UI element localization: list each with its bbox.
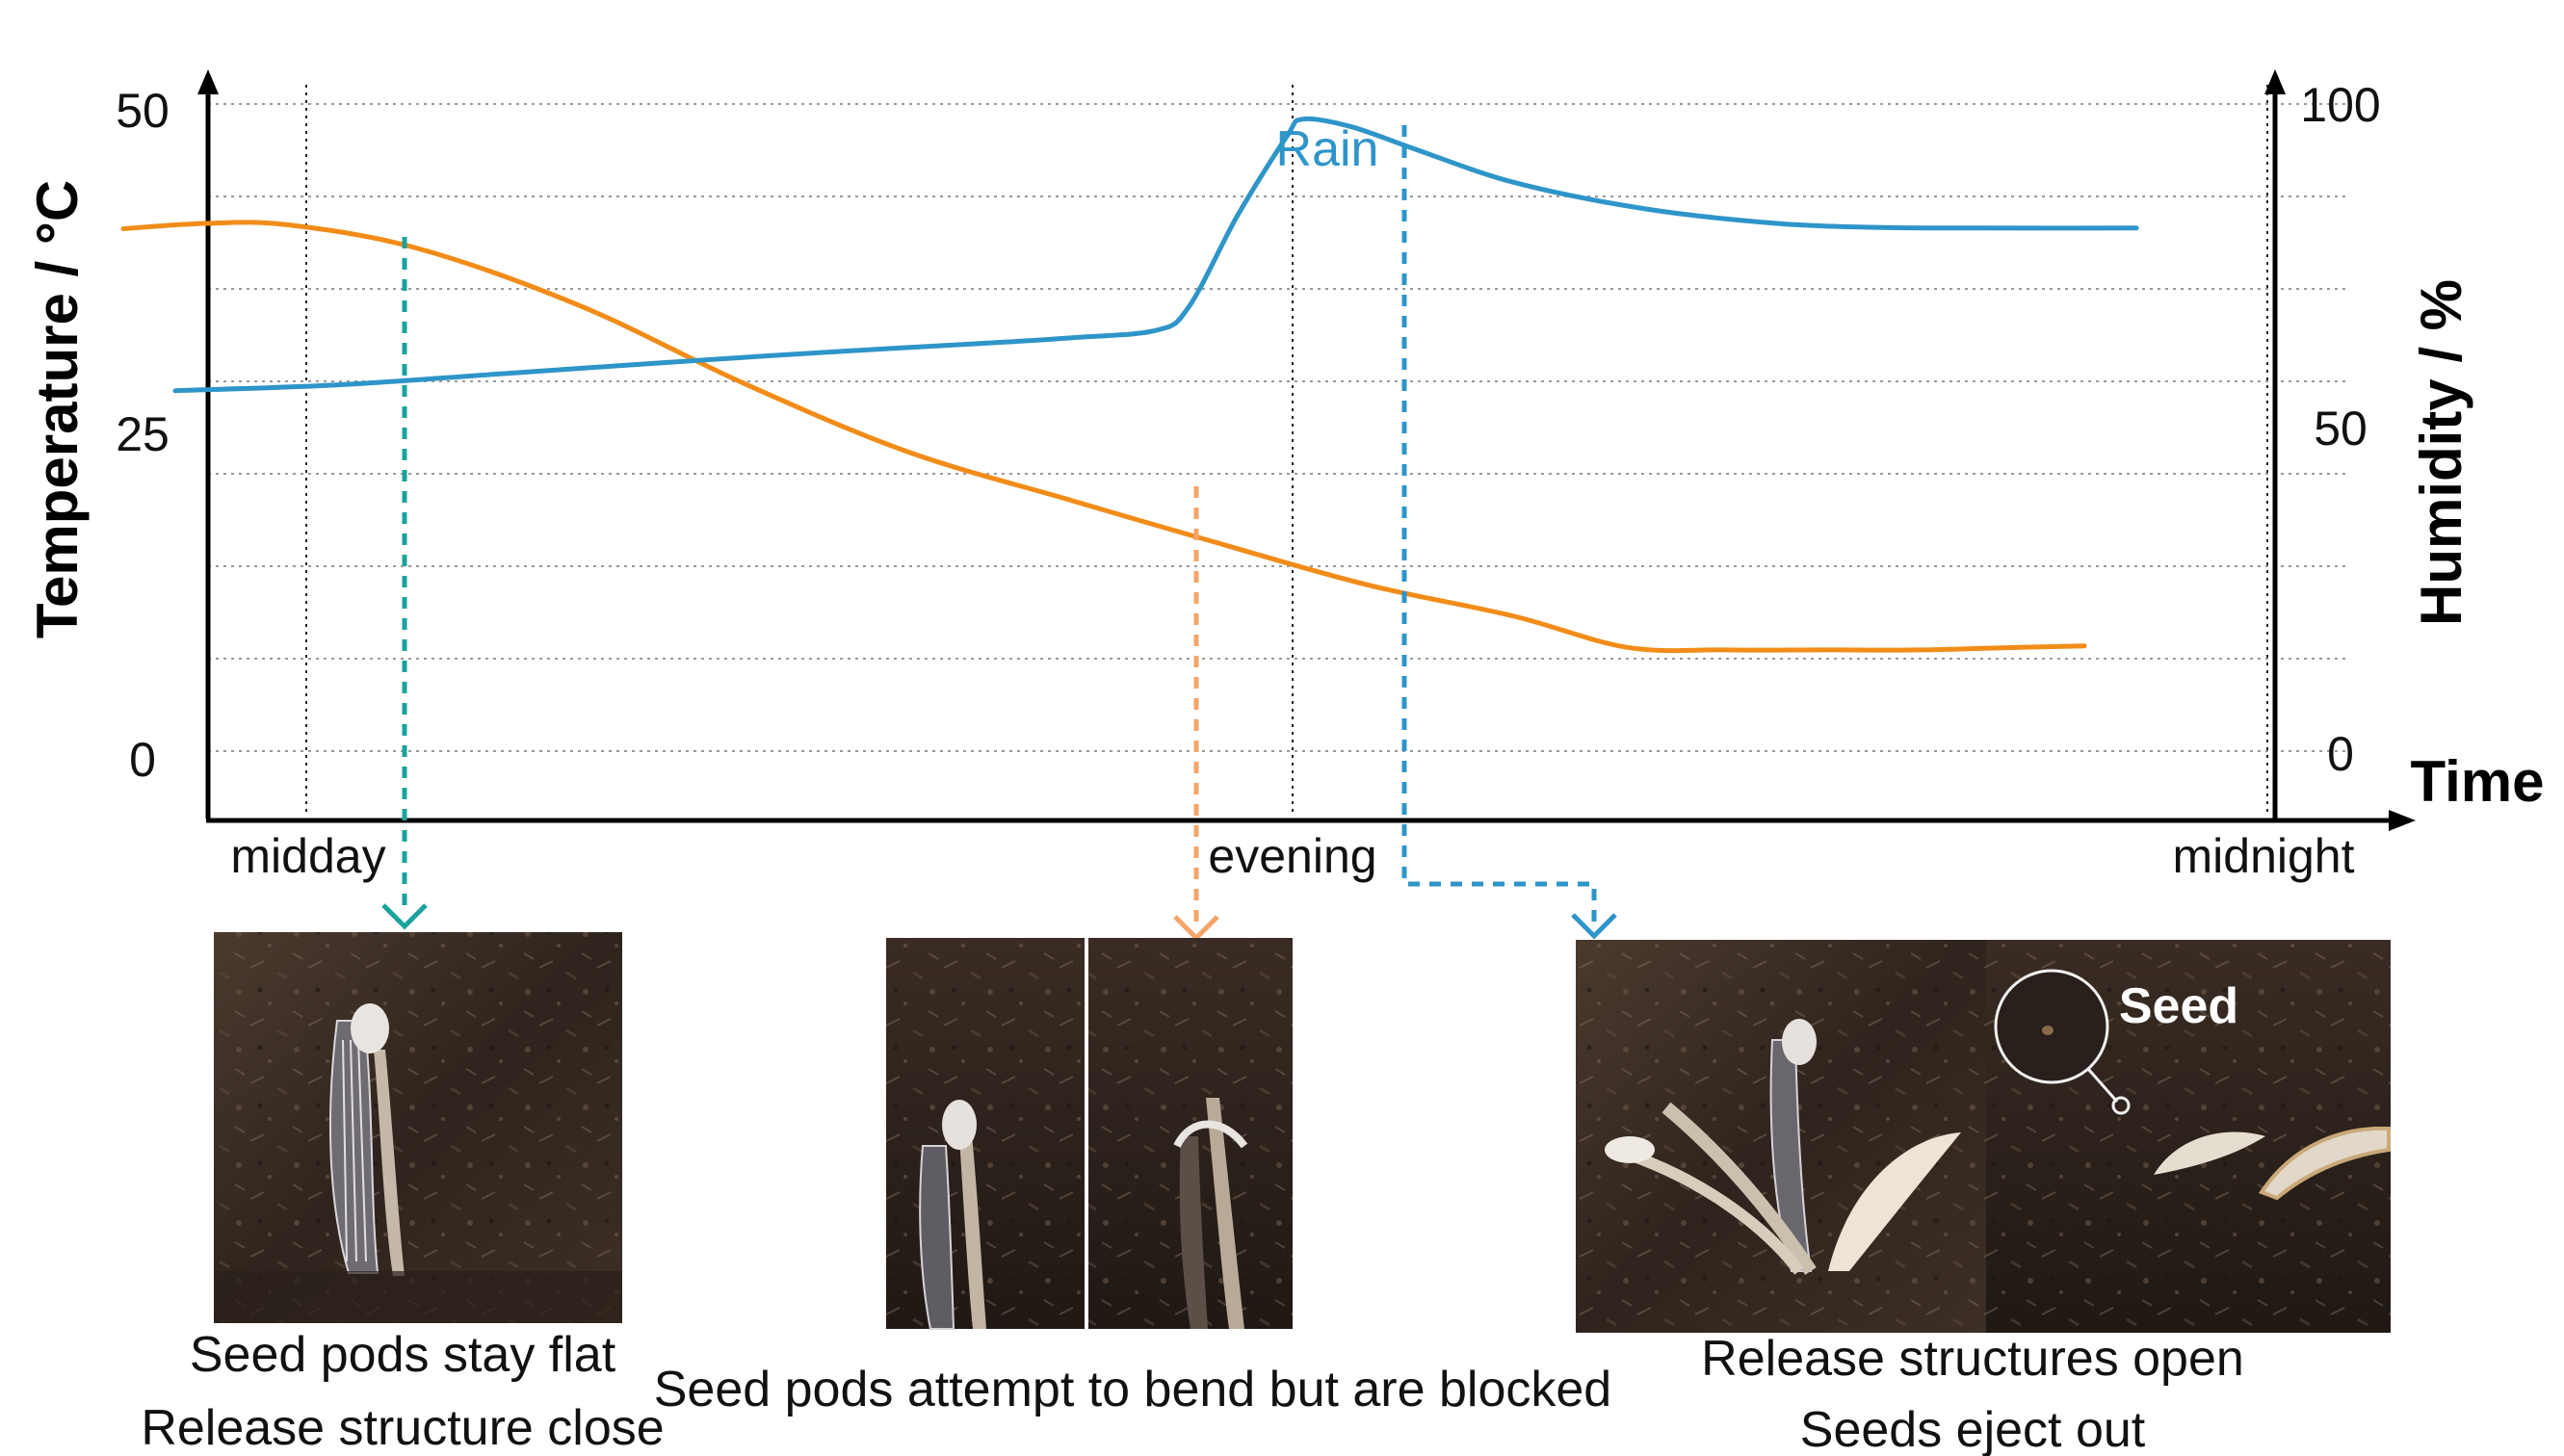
stage-arrows: [381, 125, 1617, 942]
humidity-line: [172, 116, 2139, 394]
stage2-photos: [886, 938, 1293, 1330]
x-axis-title: Time: [2411, 749, 2545, 814]
left-tick-50: 50: [116, 84, 170, 138]
temperature-line: [120, 220, 2087, 654]
x-tick-midnight: midnight: [2173, 829, 2355, 883]
stage3-caption-line2: Seeds eject out: [1800, 1402, 2146, 1456]
x-tick-evening: evening: [1208, 829, 1376, 883]
right-tick-50: 50: [2314, 402, 2368, 455]
time-markers: [305, 85, 2268, 814]
stage1-caption-line1: Seed pods stay flat: [190, 1327, 616, 1383]
stage1-caption-line2: Release structure close: [141, 1400, 664, 1456]
seed-inset-label: Seed: [2119, 978, 2238, 1034]
axes: [197, 69, 2416, 831]
stage3-arrow: [1401, 125, 1617, 940]
x-tick-labels: midday evening midnight: [230, 829, 2354, 883]
right-y-axis-arrow: [2264, 69, 2286, 94]
x-axis-arrow: [2389, 810, 2416, 831]
right-tick-0: 0: [2327, 727, 2354, 781]
rain-annotation: Rain: [1276, 121, 1379, 177]
x-tick-midday: midday: [230, 829, 385, 883]
right-axis-title: Humidity / %: [2409, 279, 2473, 626]
left-y-axis-arrow: [197, 69, 219, 94]
stage1-photo: [214, 932, 622, 1323]
left-tick-25: 25: [116, 407, 170, 461]
left-tick-labels: 50 25 0: [116, 84, 170, 787]
stage-captions: Seed pods stay flat Release structure cl…: [141, 1327, 2244, 1456]
gridlines: [208, 103, 2350, 752]
stage1-arrow: [381, 237, 428, 930]
stage3-photos: Seed: [1576, 940, 2391, 1333]
right-tick-100: 100: [2300, 78, 2380, 132]
stage3-caption-line1: Release structures open: [1701, 1331, 2244, 1387]
stage2-caption-line1: Seed pods attempt to bend but are blocke…: [654, 1362, 1611, 1417]
series-layer: [120, 116, 2139, 654]
left-axis-title: Temperature / °C: [25, 180, 90, 638]
left-tick-0: 0: [129, 733, 156, 787]
right-tick-labels: 100 50 0: [2300, 78, 2380, 781]
